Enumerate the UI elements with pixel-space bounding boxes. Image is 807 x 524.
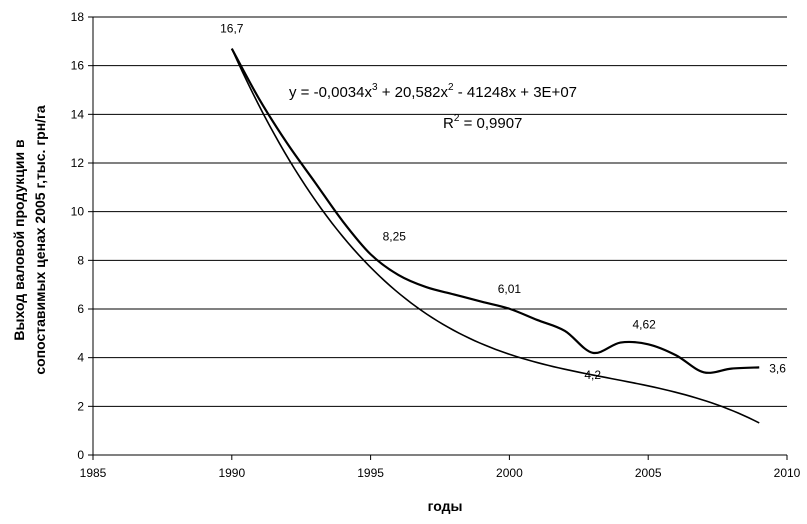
equation-lhs: y = -0,0034x: [289, 84, 372, 101]
y-tick-label: 18: [71, 10, 85, 24]
trendline: [231, 48, 760, 424]
trendline-r-squared: R2 = 0,9907: [443, 113, 522, 132]
x-axis-title: годы: [428, 498, 463, 514]
y-tick-label: 2: [77, 399, 84, 413]
y-axis-title-line1: Выход валовой продукции в: [11, 139, 27, 341]
x-tick-label: 1990: [218, 466, 245, 480]
r2-prefix: R: [443, 115, 454, 132]
y-tick-label: 10: [71, 205, 85, 219]
data-label: 6,01: [498, 282, 522, 296]
data-series-line: [230, 48, 760, 374]
y-tick-label: 4: [77, 351, 84, 365]
y-tick-label: 0: [77, 448, 84, 462]
trendline-equation: y = -0,0034x3 + 20,582x2 - 41248x + 3E+0…: [289, 82, 577, 101]
equation-power-2: 2: [448, 82, 454, 93]
data-label: 3,6: [769, 361, 786, 375]
equation-mid: + 20,582x: [378, 84, 449, 101]
data-label: 4,62: [632, 318, 656, 332]
r2-sup: 2: [454, 113, 460, 124]
y-axis-title-line2: сопоставимых ценах 2005 г,тыс. грн/га: [32, 105, 48, 375]
y-tick-label: 6: [77, 302, 84, 316]
y-tick-label: 14: [71, 107, 85, 121]
y-tick-label: 12: [71, 156, 85, 170]
equation-rest: - 41248x + 3E+07: [454, 84, 577, 101]
x-tick-label: 2000: [496, 466, 523, 480]
y-tick-label: 16: [71, 59, 85, 73]
y-axis-title: Выход валовой продукции в сопоставимых ц…: [11, 105, 48, 375]
series: [230, 48, 760, 424]
y-tick-label: 8: [77, 253, 84, 267]
data-label: 4,2: [584, 368, 601, 382]
equation-power-3: 3: [372, 82, 378, 93]
x-tick-label: 2010: [774, 466, 801, 480]
r2-rest: = 0,9907: [459, 115, 522, 132]
data-labels: 16,7 8,25 6,01 4,2 4,62 3,6: [220, 22, 786, 382]
x-tick-label: 1985: [80, 466, 107, 480]
x-tick-label: 2005: [635, 466, 662, 480]
data-label: 8,25: [383, 229, 407, 243]
data-label: 16,7: [220, 22, 244, 36]
gridlines: [93, 16, 787, 407]
x-tick-label: 1995: [357, 466, 384, 480]
axes: 0 2 4 6 8 10 12 14 16 18 1985 1990 1995 2000 2005 2010: [71, 10, 801, 480]
